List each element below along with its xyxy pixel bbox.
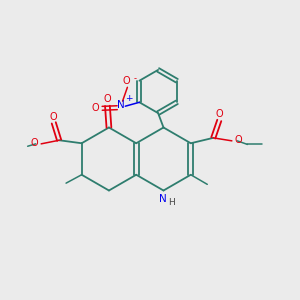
Text: H: H [169,198,175,207]
Text: O: O [234,135,242,145]
Text: O: O [31,138,38,148]
Text: O: O [215,110,223,119]
Text: O: O [49,112,57,122]
Text: +: + [125,94,133,103]
Text: -: - [133,74,136,83]
Text: O: O [92,103,99,113]
Text: N: N [117,100,125,110]
Text: O: O [103,94,111,104]
Text: O: O [123,76,130,86]
Text: N: N [159,194,167,204]
